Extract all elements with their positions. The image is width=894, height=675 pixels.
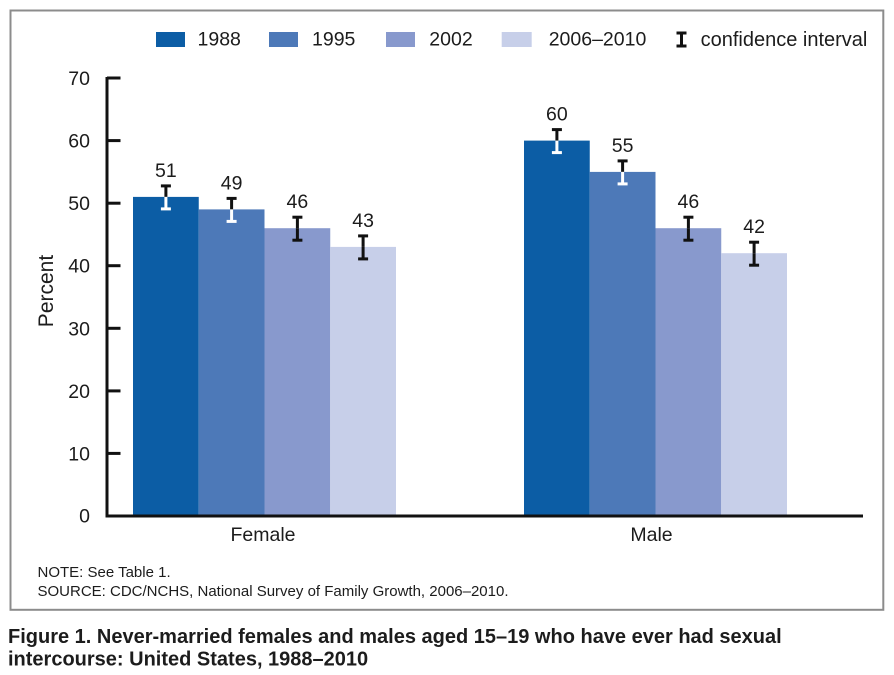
- svg-text:Male: Male: [630, 524, 672, 546]
- svg-text:10: 10: [68, 443, 90, 465]
- svg-text:49: 49: [221, 172, 243, 194]
- svg-text:51: 51: [155, 160, 177, 182]
- svg-text:60: 60: [68, 131, 90, 153]
- svg-text:Female: Female: [230, 524, 295, 546]
- svg-text:Percent: Percent: [35, 255, 58, 328]
- svg-text:Figure 1. Never-married female: Figure 1. Never-married females and male…: [8, 626, 782, 648]
- svg-text:60: 60: [546, 104, 568, 126]
- svg-text:1988: 1988: [198, 29, 241, 51]
- svg-text:0: 0: [79, 506, 90, 528]
- svg-text:70: 70: [68, 68, 90, 90]
- svg-text:30: 30: [68, 318, 90, 340]
- svg-text:46: 46: [287, 191, 309, 213]
- svg-text:42: 42: [743, 216, 765, 238]
- svg-text:55: 55: [612, 135, 634, 157]
- svg-text:intercourse: United States, 19: intercourse: United States, 1988–2010: [8, 649, 368, 671]
- svg-text:SOURCE: CDC/NCHS, National Sur: SOURCE: CDC/NCHS, National Survey of Fam…: [38, 583, 509, 600]
- svg-text:2002: 2002: [429, 29, 472, 51]
- svg-text:20: 20: [68, 381, 90, 403]
- svg-text:50: 50: [68, 193, 90, 215]
- svg-text:2006–2010: 2006–2010: [549, 29, 647, 51]
- svg-text:46: 46: [678, 191, 700, 213]
- svg-text:43: 43: [352, 210, 374, 232]
- svg-text:NOTE: See Table 1.: NOTE: See Table 1.: [38, 564, 171, 581]
- svg-text:40: 40: [68, 256, 90, 278]
- svg-text:1995: 1995: [312, 29, 356, 51]
- svg-text:confidence interval: confidence interval: [701, 29, 868, 51]
